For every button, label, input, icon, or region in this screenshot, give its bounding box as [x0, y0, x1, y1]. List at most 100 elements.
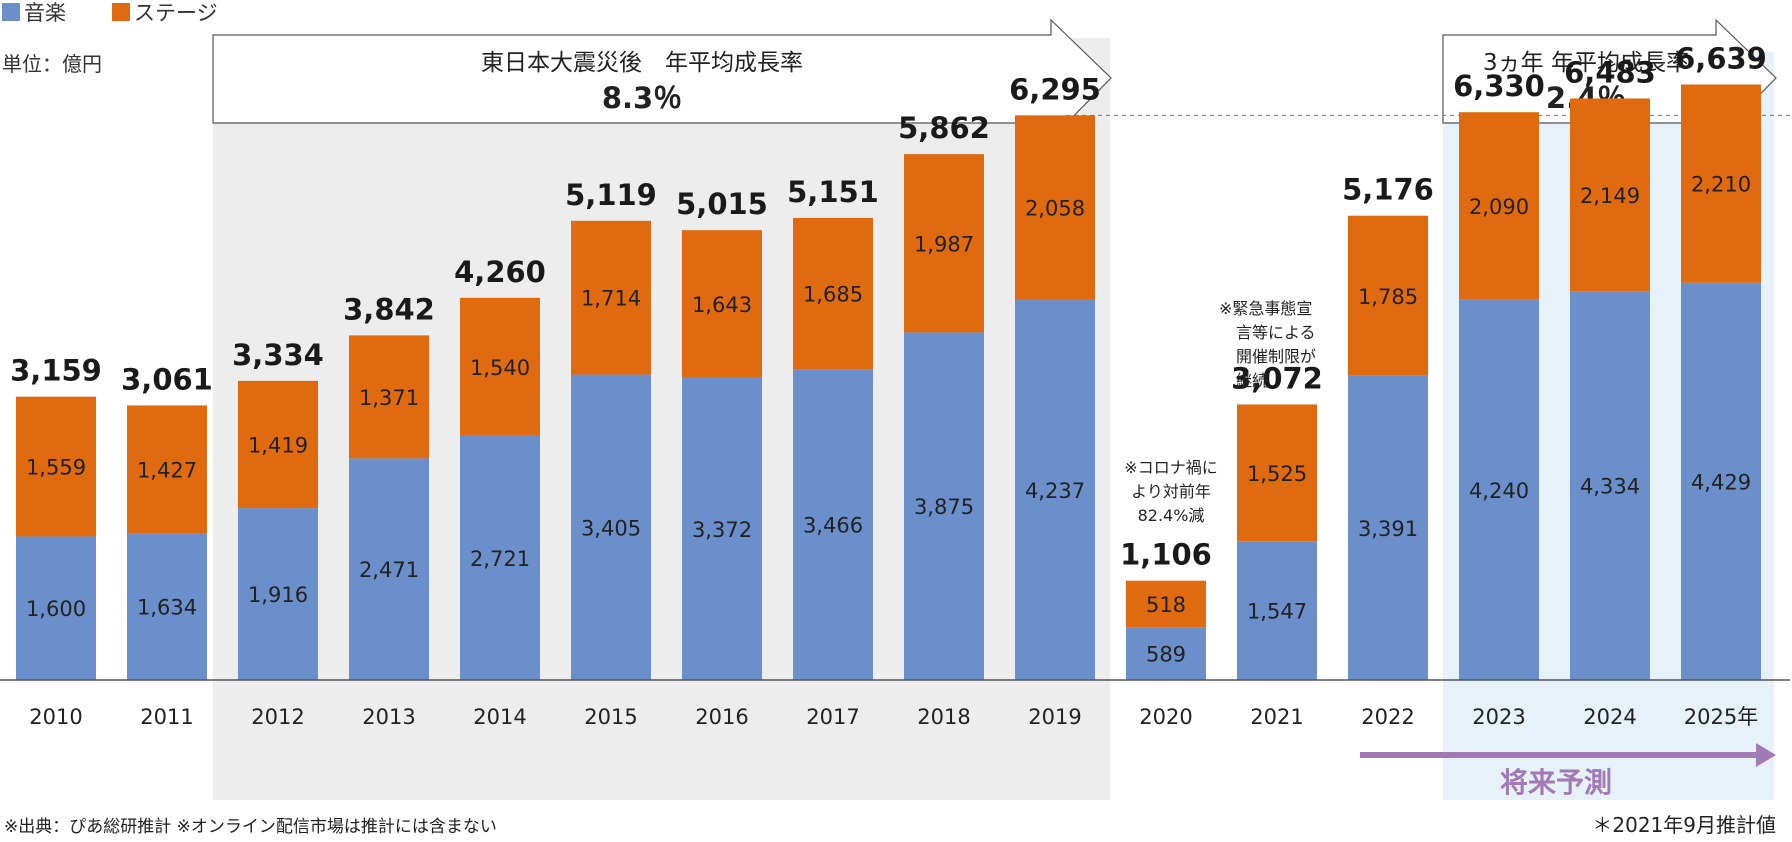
emergency-note-line-3: 開催制限が — [1236, 347, 1316, 366]
bar-stage-2023 — [1459, 112, 1539, 300]
total-label-2010: 3,159 — [10, 354, 102, 388]
bar-music-2014 — [460, 435, 540, 680]
data-label-music-2013: 2,471 — [359, 558, 419, 582]
x-tick-label-2012: 2012 — [251, 705, 304, 729]
data-label-music-2020: 589 — [1146, 643, 1186, 667]
data-label-stage-2025年: 2,210 — [1691, 173, 1751, 197]
x-tick-label-2022: 2022 — [1361, 705, 1414, 729]
x-tick-label-2018: 2018 — [917, 705, 970, 729]
legend-label-music: 音楽 — [24, 1, 66, 25]
x-tick-label-2020: 2020 — [1139, 705, 1192, 729]
bar-music-2015 — [571, 374, 651, 680]
data-label-stage-2018: 1,987 — [914, 232, 974, 256]
forecast-arrow: 将来予測 — [1360, 743, 1776, 799]
bar-stage-2010 — [16, 396, 96, 537]
emergency-note-line-2: 言等による — [1236, 323, 1316, 342]
total-label-2014: 4,260 — [454, 255, 546, 289]
growth-arrow-left-title: 東日本大震災後 年平均成長率 — [481, 50, 803, 76]
bar-stage-2018 — [904, 154, 984, 333]
x-tick-label-2023: 2023 — [1472, 705, 1525, 729]
data-label-music-2019: 4,237 — [1025, 479, 1085, 503]
data-label-stage-2016: 1,643 — [692, 293, 752, 317]
x-tick-label-2021: 2021 — [1250, 705, 1303, 729]
source-footnote: ※出典：ぴあ総研推計 ※オンライン配信市場は推計には含まない — [4, 817, 497, 837]
x-tick-label-2024: 2024 — [1583, 705, 1636, 729]
data-label-music-2018: 3,875 — [914, 495, 974, 519]
data-label-stage-2015: 1,714 — [581, 287, 641, 311]
x-tick-label-2014: 2014 — [473, 705, 526, 729]
data-label-stage-2011: 1,427 — [137, 458, 197, 482]
data-label-music-2014: 2,721 — [470, 547, 530, 571]
total-label-2016: 5,015 — [676, 187, 768, 221]
total-label-2012: 3,334 — [232, 338, 324, 372]
data-label-stage-2012: 1,419 — [248, 433, 308, 457]
bar-stage-2021 — [1237, 404, 1317, 542]
covid-note-line-3: 82.4%減 — [1138, 506, 1205, 525]
total-label-2013: 3,842 — [343, 292, 435, 326]
bar-music-2024 — [1570, 291, 1650, 680]
bar-stage-2015 — [571, 220, 651, 375]
data-label-music-2025年: 4,429 — [1691, 470, 1751, 494]
bar-stage-2020 — [1126, 580, 1206, 628]
data-label-stage-2021: 1,525 — [1247, 462, 1307, 486]
total-label-2020: 1,106 — [1120, 538, 1212, 572]
x-tick-label-2015: 2015 — [584, 705, 637, 729]
growth-arrow-left: 東日本大震災後 年平均成長率 8.3％ — [212, 18, 1112, 141]
forecast-arrow-head — [1756, 743, 1776, 767]
bar-music-2017 — [793, 369, 873, 680]
bar-stage-2025年 — [1681, 84, 1761, 283]
total-label-2024: 6,483 — [1564, 55, 1656, 89]
data-label-stage-2019: 2,058 — [1025, 197, 1085, 221]
data-label-stage-2013: 1,371 — [359, 386, 419, 410]
data-label-stage-2024: 2,149 — [1580, 184, 1640, 208]
bar-stage-2012 — [238, 380, 318, 509]
legend: 音楽 ステージ — [2, 1, 218, 25]
data-label-music-2024: 4,334 — [1580, 475, 1640, 499]
covid-note-line-2: より対前年 — [1131, 482, 1211, 501]
x-tick-label-2017: 2017 — [806, 705, 859, 729]
unit-label: 単位：億円 — [2, 52, 102, 76]
forecast-label: 将来予測 — [1500, 766, 1612, 799]
data-label-music-2022: 3,391 — [1358, 517, 1418, 541]
total-label-2021: 3,072 — [1231, 361, 1323, 395]
emergency-note-line-1: ※緊急事態宣 — [1219, 299, 1312, 318]
data-label-music-2021: 1,547 — [1247, 600, 1307, 624]
bar-stage-2011 — [127, 405, 207, 534]
x-tick-label-2010: 2010 — [29, 705, 82, 729]
estimate-footnote: ＊2021年9月推計値 — [1592, 813, 1776, 837]
total-label-2025年: 6,639 — [1675, 41, 1767, 75]
data-label-stage-2022: 1,785 — [1358, 285, 1418, 309]
data-label-music-2012: 1,916 — [248, 583, 308, 607]
data-label-stage-2017: 1,685 — [803, 283, 863, 307]
data-label-music-2015: 3,405 — [581, 516, 641, 540]
covid-note-line-1: ※コロナ禍に — [1124, 458, 1217, 477]
bar-music-2025年 — [1681, 282, 1761, 680]
growth-arrow-left-rate: 8.3％ — [602, 81, 682, 115]
data-label-stage-2014: 1,540 — [470, 356, 530, 380]
data-label-music-2010: 1,600 — [26, 597, 86, 621]
bar-music-2021 — [1237, 541, 1317, 680]
bar-music-2023 — [1459, 299, 1539, 680]
total-label-2022: 5,176 — [1342, 173, 1434, 207]
x-tick-label-2011: 2011 — [140, 705, 193, 729]
bar-music-2018 — [904, 332, 984, 680]
data-label-stage-2023: 2,090 — [1469, 195, 1529, 219]
x-tick-label-2016: 2016 — [695, 705, 748, 729]
x-tick-label-2019: 2019 — [1028, 705, 1081, 729]
bar-music-2012 — [238, 508, 318, 680]
bar-stage-2014 — [460, 297, 540, 436]
bar-stage-2016 — [682, 230, 762, 378]
covid-note: ※コロナ禍に より対前年 82.4%減 — [1124, 458, 1217, 525]
total-label-2018: 5,862 — [898, 111, 990, 145]
bar-music-2013 — [349, 458, 429, 680]
bars: 1,600 1,559 3,159 1,634 1,427 3,061 1,916 1,419… — [10, 41, 1767, 680]
bar-music-2011 — [127, 533, 207, 680]
legend-swatch-stage — [112, 3, 130, 21]
bar-stage-2013 — [349, 335, 429, 459]
growth-arrow-left-shape — [212, 18, 1112, 141]
legend-swatch-music — [2, 3, 20, 21]
data-label-music-2011: 1,634 — [137, 596, 197, 620]
bar-music-2019 — [1015, 299, 1095, 680]
x-axis-tick-labels: 2010 2011 2012 2013 2014 2015 2016 2017 2018 2019… — [29, 705, 1758, 729]
